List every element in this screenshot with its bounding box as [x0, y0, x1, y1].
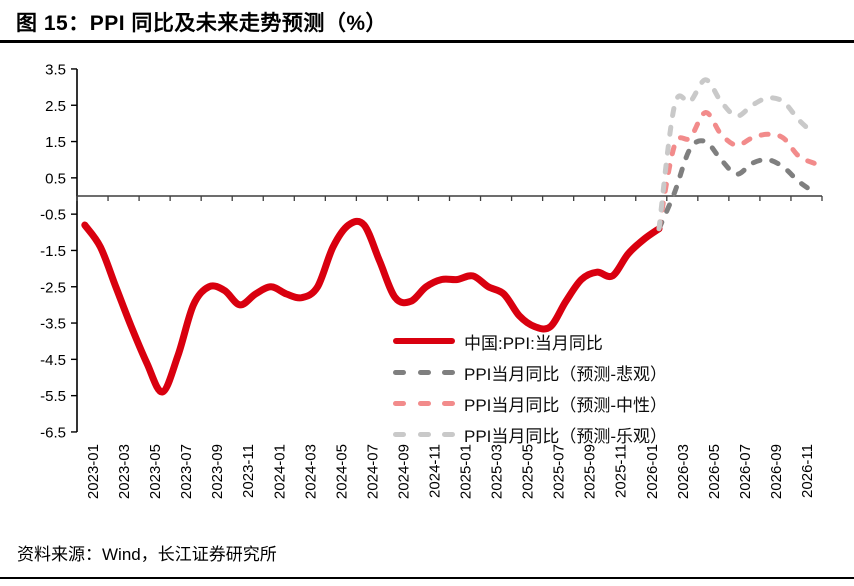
- legend-label-actual: 中国:PPI:当月同比: [464, 333, 603, 353]
- y-tick-label: -6.5: [40, 424, 66, 441]
- legend-swatch-neutral-dashes: [393, 399, 455, 407]
- y-tick-label: -5.5: [40, 388, 66, 405]
- x-tick-label: 2026-09: [768, 444, 785, 499]
- x-tick-label: 2025-03: [489, 444, 506, 499]
- series-forecast-pessimistic: [656, 138, 817, 232]
- x-tick-label: 2026-03: [675, 444, 692, 499]
- y-tick-label: 2.5: [45, 98, 66, 115]
- x-tick-label: 2023-01: [85, 444, 102, 499]
- figure-title: 图 15：PPI 同比及未来走势预测（%）: [16, 12, 388, 35]
- x-tick-label: 2025-11: [613, 444, 630, 498]
- legend-label-forecast-neutral: PPI当月同比（预测-中性）: [464, 395, 668, 415]
- x-tick-label: 2024-09: [395, 444, 412, 499]
- series-forecast-optimistic: [656, 77, 817, 232]
- legend-label-forecast-optimistic: PPI当月同比（预测-乐观）: [464, 426, 668, 446]
- legend-item-forecast-pessimistic: PPI当月同比（预测-悲观）: [393, 361, 668, 384]
- x-tick-label: 2023-05: [147, 444, 164, 499]
- series-actual: [81, 217, 663, 396]
- x-tick-label: 2024-11: [426, 444, 443, 498]
- x-tick-label: 2025-07: [551, 444, 568, 499]
- legend-item-forecast-optimistic: PPI当月同比（预测-乐观）: [393, 423, 668, 446]
- y-tick-label: 0.5: [45, 170, 66, 187]
- x-tick-label: 2026-01: [644, 444, 661, 499]
- x-tick-label: 2023-03: [116, 444, 133, 499]
- y-tick-label: -0.5: [40, 207, 66, 224]
- y-tick-label: 3.5: [45, 61, 66, 78]
- legend-item-forecast-neutral: PPI当月同比（预测-中性）: [393, 392, 668, 415]
- y-tick-label: -2.5: [40, 279, 66, 296]
- series-forecast-neutral: [656, 110, 817, 232]
- legend-label-forecast-pessimistic: PPI当月同比（预测-悲观）: [464, 364, 668, 384]
- y-tick-label: 1.5: [45, 134, 66, 151]
- bottom-rule: [0, 577, 854, 579]
- x-tick-label: 2023-09: [209, 444, 226, 499]
- x-tick-label: 2025-01: [458, 444, 475, 499]
- x-tick-label: 2024-05: [333, 444, 350, 499]
- x-tick-label: 2023-07: [178, 444, 195, 499]
- title-rule: [0, 40, 854, 43]
- x-tick-label: 2024-07: [364, 444, 381, 499]
- y-tick-label: -3.5: [40, 316, 66, 333]
- x-tick-label: 2026-07: [737, 444, 754, 499]
- legend-swatch-optimistic-dashes: [393, 430, 455, 438]
- x-tick-label: 2025-09: [582, 444, 599, 499]
- legend-swatch-actual-line: [393, 337, 455, 345]
- source-note: 资料来源：Wind，长江证券研究所: [17, 545, 277, 564]
- y-tick-label: -1.5: [40, 243, 66, 260]
- legend-item-actual: 中国:PPI:当月同比: [393, 330, 603, 353]
- x-tick-label: 2023-11: [240, 444, 257, 498]
- y-tick-label: -4.5: [40, 352, 66, 369]
- x-tick-label: 2026-11: [799, 444, 816, 498]
- x-tick-label: 2025-05: [520, 444, 537, 499]
- x-tick-label: 2024-03: [302, 444, 319, 499]
- legend-swatch-pessimistic-dashes: [393, 368, 455, 376]
- x-tick-label: 2026-05: [706, 444, 723, 499]
- x-tick-label: 2024-01: [271, 444, 288, 499]
